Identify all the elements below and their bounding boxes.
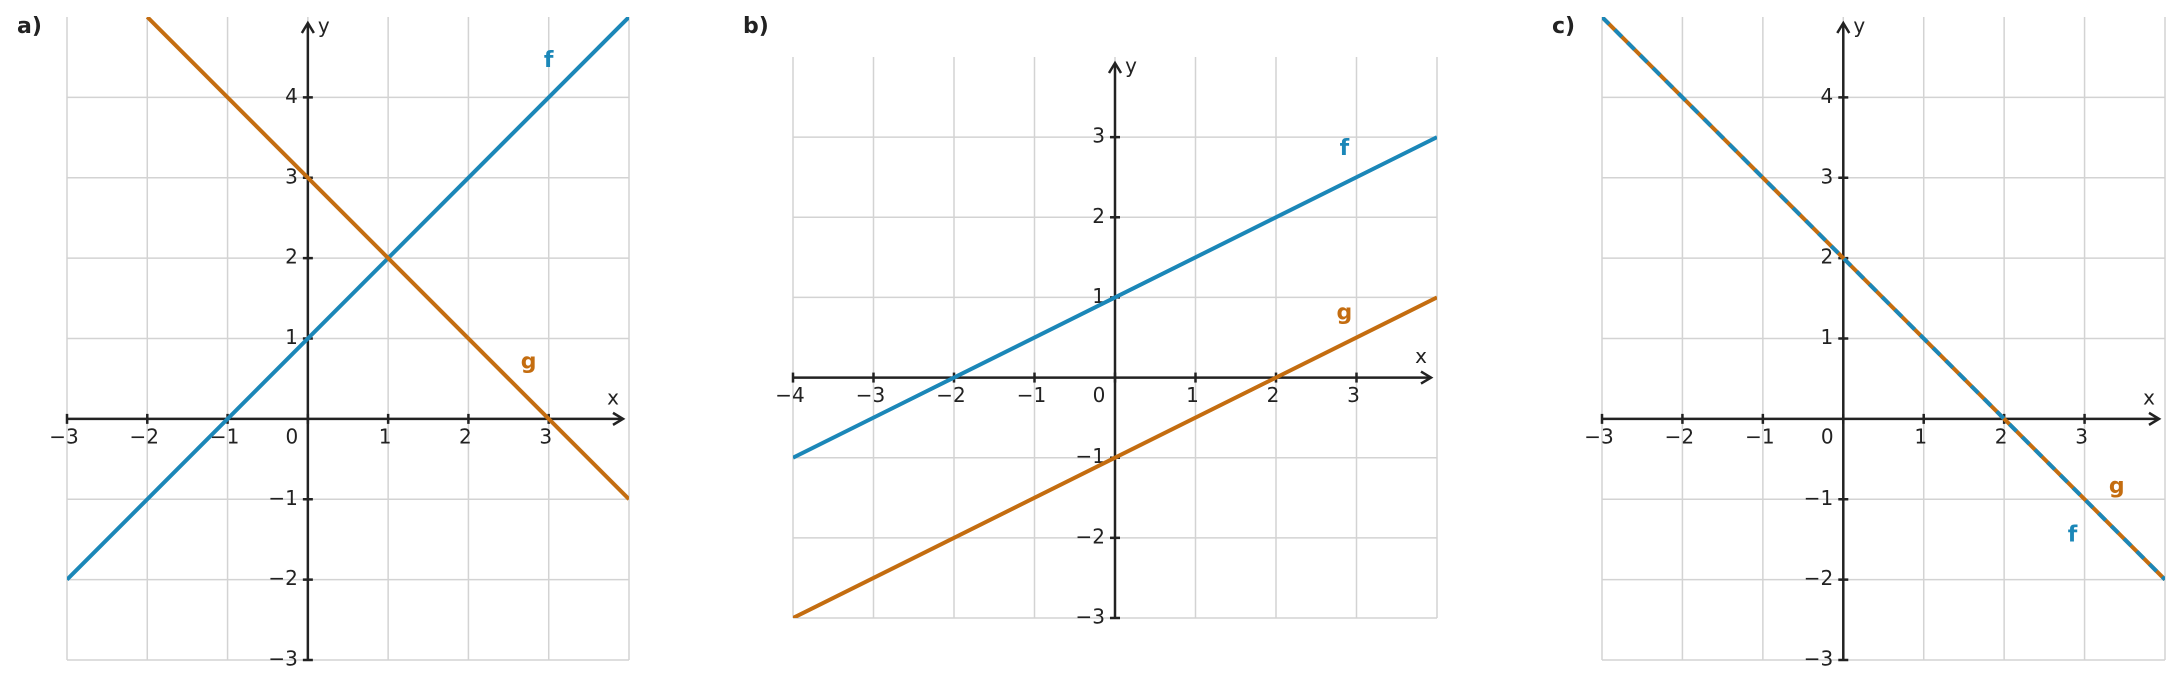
x-tick-label: −3	[1584, 424, 1613, 448]
series-label: f	[544, 48, 554, 73]
x-tick-label: −1	[1745, 424, 1774, 448]
series-label: f	[1340, 136, 1350, 161]
y-tick-label: 2	[285, 245, 298, 269]
series-label: g	[1337, 300, 1353, 325]
x-tick-label: 0	[1821, 424, 1834, 448]
y-tick-label: −1	[268, 486, 297, 510]
series-line	[145, 17, 629, 501]
series-label: f	[2068, 522, 2078, 547]
y-axis-label: y	[318, 14, 330, 38]
x-tick-label: −3	[49, 424, 78, 448]
x-axis-arrow	[2148, 411, 2162, 426]
x-tick-label: 0	[285, 424, 298, 448]
x-tick-label: 2	[1995, 424, 2008, 448]
x-tick-label: 3	[539, 424, 552, 448]
y-tick-label: −3	[1076, 605, 1105, 629]
y-tick-label: 2	[1821, 245, 1834, 269]
panel-label: c)	[1552, 14, 1575, 39]
y-tick-label: 3	[1821, 164, 1834, 188]
y-tick-label: 2	[1092, 204, 1105, 228]
x-tick-label: 1	[379, 424, 392, 448]
x-axis-label: x	[1415, 344, 1427, 368]
y-tick-label: −2	[1804, 566, 1833, 590]
y-tick-label: 4	[285, 84, 298, 108]
y-axis-label: y	[1853, 14, 1865, 38]
x-tick-label: −3	[856, 383, 885, 407]
y-axis-arrow	[300, 20, 315, 34]
y-tick-label: −2	[268, 566, 297, 590]
x-tick-label: 2	[1267, 383, 1280, 407]
x-tick-label: 2	[459, 424, 472, 448]
x-tick-label: −1	[1017, 383, 1046, 407]
series-label: g	[521, 350, 537, 375]
y-tick-label: −1	[1804, 486, 1833, 510]
x-axis-label: x	[607, 385, 619, 409]
y-tick-label: 1	[285, 325, 298, 349]
x-tick-label: −2	[130, 424, 159, 448]
y-axis-arrow	[1107, 60, 1123, 74]
series-line	[1602, 17, 2165, 582]
x-axis-arrow	[612, 411, 626, 426]
y-tick-label: 3	[285, 164, 298, 188]
x-tick-label: −1	[210, 424, 239, 448]
series-line	[793, 295, 1437, 618]
y-axis-arrow	[1836, 20, 1851, 34]
x-tick-label: 3	[2075, 424, 2088, 448]
x-tick-label: 1	[1186, 383, 1199, 407]
y-tick-label: 3	[1092, 124, 1105, 148]
series-label: g	[2109, 474, 2125, 499]
y-tick-label: −3	[268, 647, 297, 671]
y-tick-label: −2	[1076, 524, 1105, 548]
y-tick-label: 4	[1821, 84, 1834, 108]
panel-label: b)	[743, 14, 769, 39]
y-axis-label: y	[1125, 54, 1137, 78]
x-tick-label: −4	[775, 383, 804, 407]
y-tick-label: −3	[1804, 647, 1833, 671]
y-tick-label: 1	[1821, 325, 1834, 349]
x-tick-label: 0	[1093, 383, 1106, 407]
x-axis-arrow	[1420, 370, 1434, 385]
series-line	[67, 17, 629, 582]
x-tick-label: 1	[1914, 424, 1927, 448]
x-tick-label: −2	[936, 383, 965, 407]
panel-label: a)	[17, 14, 42, 39]
x-tick-label: −2	[1665, 424, 1694, 448]
x-tick-label: 3	[1347, 383, 1360, 407]
x-axis-label: x	[2143, 385, 2155, 409]
series-line	[793, 135, 1437, 460]
